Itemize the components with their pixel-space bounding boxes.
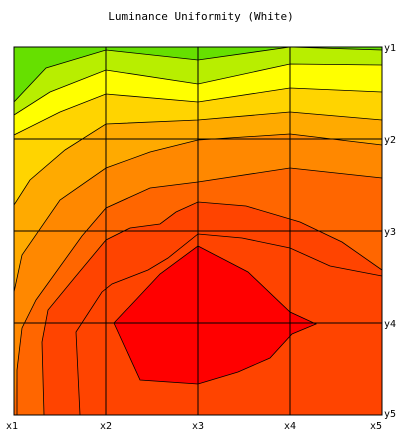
x-tick-label-x3: x3 bbox=[192, 421, 204, 431]
x-tick-label-x1: x1 bbox=[6, 421, 18, 431]
y-axis-tick-labels: y1 y2 y3 y4 y5 bbox=[384, 43, 396, 420]
grid-lines bbox=[14, 47, 382, 415]
y-tick-label-y2: y2 bbox=[384, 135, 396, 146]
contour-line-7 bbox=[41, 201, 382, 415]
band-level9 bbox=[114, 246, 316, 384]
x-tick-label-x4: x4 bbox=[284, 421, 296, 431]
contour-line-6 bbox=[16, 167, 382, 415]
x-axis-tick-labels: x1 x2 x3 x4 x5 bbox=[6, 421, 382, 431]
chart-title: Luminance Uniformity (White) bbox=[108, 10, 293, 23]
x-tick-label-x5: x5 bbox=[370, 421, 382, 431]
y-tick-label-y5: y5 bbox=[384, 409, 396, 420]
plot-border bbox=[13, 46, 383, 416]
contour-line-3 bbox=[14, 87, 382, 136]
contour-line-8 bbox=[75, 233, 382, 415]
x-tick-label-x2: x2 bbox=[100, 421, 112, 431]
contour-line-9 bbox=[113, 245, 317, 385]
y-tick-label-y4: y4 bbox=[384, 319, 396, 330]
contour-line-5 bbox=[14, 133, 382, 293]
y-tick-label-y1: y1 bbox=[384, 43, 396, 54]
y-tick-label-y3: y3 bbox=[384, 227, 396, 238]
contour-line-2 bbox=[14, 63, 382, 116]
